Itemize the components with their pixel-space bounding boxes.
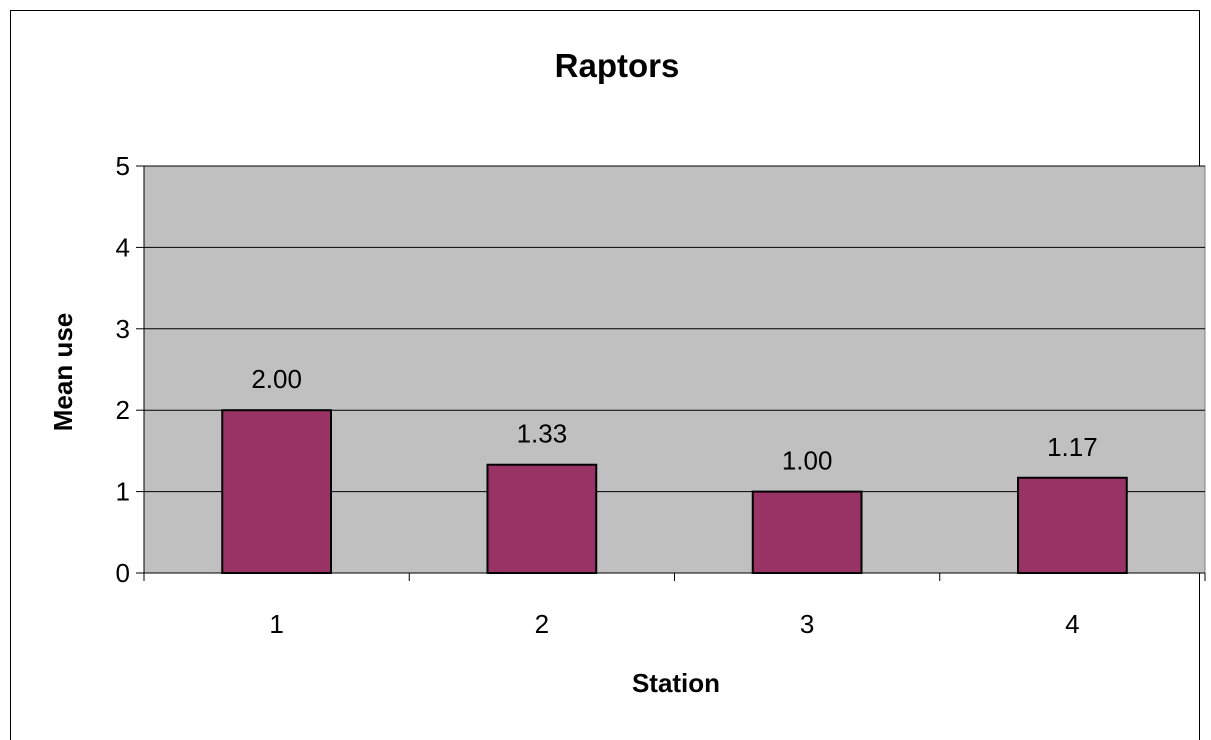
x-tick-label: 2 xyxy=(535,609,549,639)
y-tick-label: 2 xyxy=(116,395,130,425)
data-label: 1.00 xyxy=(782,446,833,476)
chart-title: Raptors xyxy=(555,47,680,84)
x-axis-title: Station xyxy=(632,668,720,698)
data-label: 1.33 xyxy=(517,419,568,449)
y-axis-title: Mean use xyxy=(48,313,78,432)
y-tick-label: 1 xyxy=(116,477,130,507)
x-tick-label: 4 xyxy=(1065,609,1079,639)
data-label: 2.00 xyxy=(251,364,302,394)
bar xyxy=(1016,476,1128,574)
data-label: 1.17 xyxy=(1047,432,1098,462)
y-tick-label: 4 xyxy=(116,232,130,262)
bar xyxy=(221,409,333,575)
y-tick-label: 0 xyxy=(116,558,130,588)
bar xyxy=(486,463,598,575)
x-tick-label: 3 xyxy=(800,609,814,639)
x-tick-label: 1 xyxy=(269,609,283,639)
plot-area: 0 1 2 3 4 5 2.00 1 1.33 2 1.00 3 1.17 4 xyxy=(116,151,1206,639)
bar xyxy=(751,490,863,575)
y-tick-label: 3 xyxy=(116,314,130,344)
y-tick-label: 5 xyxy=(116,151,130,181)
